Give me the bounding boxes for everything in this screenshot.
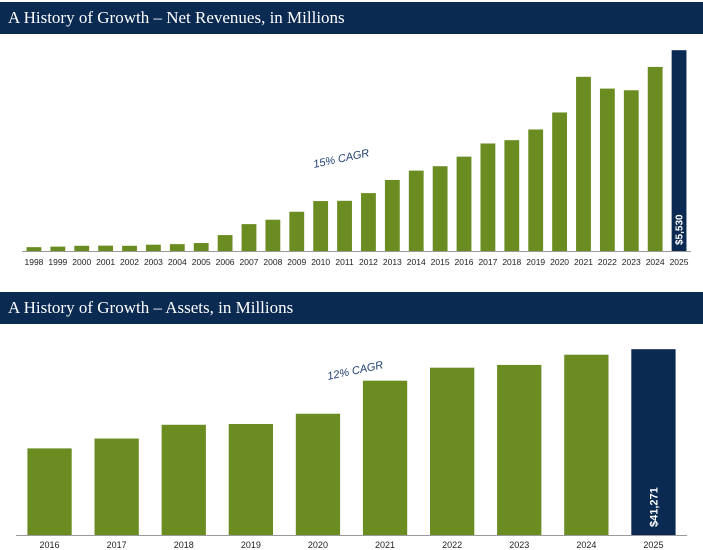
revenues-tick-2016: 2016 (455, 257, 474, 267)
revenues-tick-2012: 2012 (359, 257, 378, 267)
revenues-tick-2005: 2005 (192, 257, 211, 267)
revenues-bar-2025 (671, 50, 687, 251)
revenues-bar-2011 (337, 200, 352, 251)
revenues-tick-2013: 2013 (383, 257, 402, 267)
assets-bar-2017 (94, 438, 139, 535)
revenues-tick-1998: 1998 (24, 257, 43, 267)
revenues-tick-2017: 2017 (478, 257, 497, 267)
revenues-bar-2009 (289, 211, 305, 251)
assets-bar-2025 (631, 349, 676, 535)
revenues-highlight-label: $5,530 (675, 214, 686, 245)
assets-title: A History of Growth – Assets, in Million… (0, 292, 703, 324)
revenues-title: A History of Growth – Net Revenues, in M… (0, 2, 703, 34)
assets-chart: 2016 2017 2018 2019 2020 2021 2022 2023 2024 2025… (16, 349, 687, 550)
revenues-tick-2001: 2001 (96, 257, 115, 267)
revenues-bar-2019 (528, 129, 544, 251)
assets-tick-2024: 2024 (576, 540, 596, 550)
assets-tick-2023: 2023 (509, 540, 529, 550)
assets-tick-2021: 2021 (375, 540, 395, 550)
assets-cagr-annotation: 12% CAGR (326, 359, 384, 383)
revenues-tick-2004: 2004 (168, 257, 187, 267)
assets-tick-2016: 2016 (40, 540, 60, 550)
revenues-bar-2024 (647, 66, 663, 251)
revenues-tick-2019: 2019 (526, 257, 545, 267)
revenues-bar-1999 (50, 246, 66, 251)
revenues-tick-2014: 2014 (407, 257, 426, 267)
revenues-tick-2009: 2009 (287, 257, 306, 267)
revenues-bar-2020 (552, 112, 567, 251)
revenues-tick-2011: 2011 (335, 257, 354, 267)
assets-bar-2016 (27, 448, 72, 535)
revenues-bar-2010 (313, 201, 329, 251)
assets-tick-2020: 2020 (308, 540, 328, 550)
revenues-bar-2022 (599, 88, 615, 251)
revenues-bar-2001 (98, 245, 114, 251)
revenues-bar-2016 (456, 156, 472, 251)
revenues-bar-2003 (146, 244, 161, 251)
revenues-bar-2017 (480, 143, 496, 251)
revenues-tick-1999: 1999 (48, 257, 67, 267)
revenues-bar-2012 (361, 193, 376, 251)
revenues-tick-2003: 2003 (144, 257, 163, 267)
revenues-tick-2018: 2018 (502, 257, 521, 267)
assets-tick-2018: 2018 (174, 540, 194, 550)
revenues-tick-2007: 2007 (240, 257, 259, 267)
revenues-tick-2022: 2022 (598, 257, 617, 267)
assets-bar-2023 (497, 364, 542, 535)
revenues-bar-2006 (217, 235, 233, 251)
assets-bar-2018 (161, 424, 206, 535)
revenues-bar-1998 (26, 247, 42, 251)
assets-bar-2024 (564, 354, 609, 535)
revenues-bar-2018 (504, 140, 520, 251)
revenues-bar-2013 (384, 179, 400, 251)
revenues-tick-2020: 2020 (550, 257, 569, 267)
revenues-bar-2008 (265, 219, 281, 251)
assets-bar-2022 (430, 367, 475, 535)
revenues-tick-2002: 2002 (120, 257, 139, 267)
revenues-bar-2015 (432, 166, 448, 251)
revenues-tick-2008: 2008 (263, 257, 282, 267)
revenues-cagr-annotation: 15% CAGR (312, 147, 370, 171)
revenues-bar-2005 (193, 243, 209, 251)
revenues-tick-2015: 2015 (431, 257, 450, 267)
revenues-bar-2002 (122, 245, 137, 251)
assets-tick-2019: 2019 (241, 540, 261, 550)
assets-bar-2021 (362, 380, 408, 535)
revenues-bar-2004 (169, 244, 185, 251)
assets-tick-2017: 2017 (107, 540, 127, 550)
revenues-tick-2021: 2021 (574, 257, 593, 267)
assets-tick-2025: 2025 (643, 540, 663, 550)
revenues-bar-2000 (74, 245, 90, 251)
revenues-bar-2023 (623, 90, 639, 251)
revenues-tick-2010: 2010 (311, 257, 330, 267)
revenues-bar-2021 (576, 76, 591, 252)
revenues-tick-2006: 2006 (216, 257, 235, 267)
revenues-tick-2023: 2023 (622, 257, 641, 267)
assets-bar-2020 (295, 413, 341, 535)
assets-tick-2022: 2022 (442, 540, 462, 550)
revenues-bar-2007 (241, 224, 257, 251)
revenues-bar-2014 (408, 170, 424, 251)
assets-highlight-label: $41,271 (648, 487, 660, 527)
revenues-tick-2025: 2025 (670, 257, 689, 267)
revenues-chart: 1998 1999 2000 2001 2002 2003 2004 2005 2006 2007… (22, 50, 691, 267)
revenues-tick-2000: 2000 (72, 257, 91, 267)
assets-bar-2019 (228, 423, 273, 535)
revenues-tick-2024: 2024 (646, 257, 665, 267)
